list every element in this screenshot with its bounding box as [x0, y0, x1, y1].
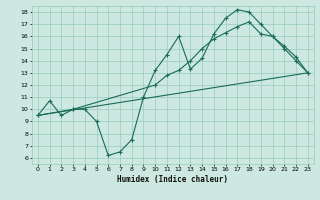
- X-axis label: Humidex (Indice chaleur): Humidex (Indice chaleur): [117, 175, 228, 184]
